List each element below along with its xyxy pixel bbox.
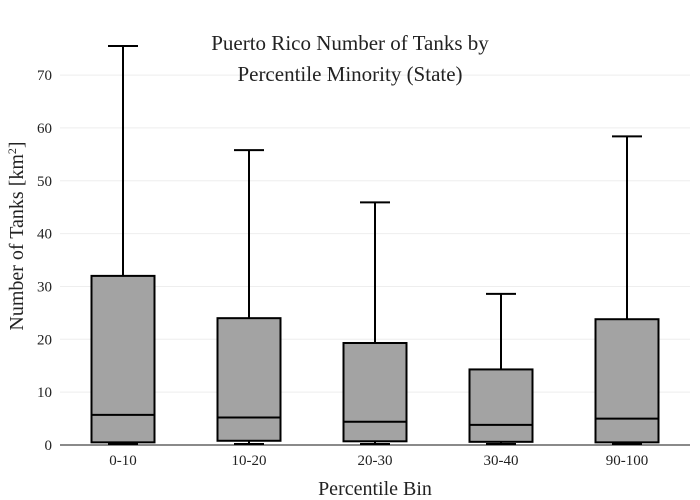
x-tick-label: 30-40 bbox=[484, 453, 519, 469]
box-group bbox=[594, 135, 660, 445]
y-tick-label: 30 bbox=[37, 279, 52, 295]
y-tick-label: 70 bbox=[37, 68, 52, 84]
y-tick-label: 50 bbox=[37, 174, 52, 190]
axis-layer: 0 10 20 30 40 50 60 70 0-10 10-20 20-30 30-40 90-100 bbox=[37, 68, 690, 469]
y-axis-title-superscript: 2 bbox=[5, 148, 19, 154]
x-tick-label: 90-100 bbox=[606, 453, 649, 469]
label-layer: Puerto Rico Number of Tanks by Percentil… bbox=[5, 31, 489, 500]
box-iqr bbox=[342, 342, 408, 443]
chart-title-line-2: Percentile Minority (State) bbox=[237, 62, 462, 86]
y-tick-label: 60 bbox=[37, 121, 52, 137]
box-iqr bbox=[90, 274, 156, 444]
x-tick-label: 10-20 bbox=[232, 453, 267, 469]
box-group bbox=[468, 292, 534, 445]
y-tick-label: 0 bbox=[45, 438, 53, 454]
y-axis-title: Number of Tanks [km2] bbox=[5, 141, 28, 330]
box-group bbox=[342, 201, 408, 445]
y-tick-label: 10 bbox=[37, 385, 52, 401]
box-group bbox=[90, 45, 156, 445]
y-axis-title-end: ] bbox=[6, 141, 28, 148]
box-iqr bbox=[216, 317, 282, 442]
x-axis-title: Percentile Bin bbox=[318, 478, 432, 500]
x-tick-label: 0-10 bbox=[109, 453, 137, 469]
box-group bbox=[216, 149, 282, 445]
box-iqr bbox=[594, 318, 660, 444]
y-axis-title-main: Number of Tanks [km bbox=[6, 154, 28, 331]
x-tick-label: 20-30 bbox=[358, 453, 393, 469]
box-layer bbox=[90, 45, 660, 445]
y-tick-label: 40 bbox=[37, 227, 52, 243]
chart-title-line-1: Puerto Rico Number of Tanks by bbox=[211, 31, 489, 55]
box-iqr bbox=[468, 368, 534, 443]
y-tick-label: 20 bbox=[37, 332, 52, 348]
